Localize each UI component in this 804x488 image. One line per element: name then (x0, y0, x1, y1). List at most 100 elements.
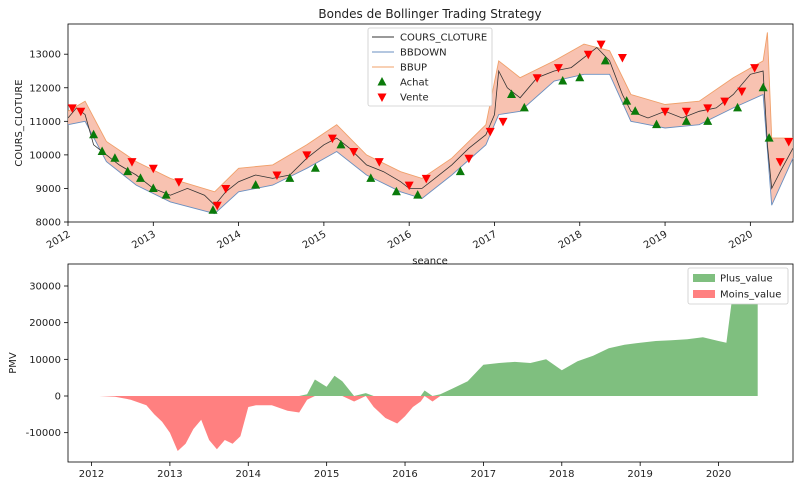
achat-marker (507, 89, 517, 98)
achat-marker (681, 116, 691, 125)
vente-marker (464, 154, 474, 164)
bollinger-band-fill (68, 32, 793, 214)
price-legend-box (367, 27, 493, 107)
vente-marker (374, 158, 384, 167)
achat-marker (97, 146, 107, 156)
plus-value-area (99, 282, 758, 396)
price-x-tick-label: 2012 (45, 229, 73, 251)
pmv-y-tick-label: 30000 (29, 282, 61, 293)
vente-marker (76, 107, 86, 117)
achat-marker (89, 129, 99, 139)
achat-marker (703, 116, 713, 125)
vente-marker (681, 107, 691, 117)
achat-marker (110, 153, 120, 162)
vente-marker (750, 64, 760, 73)
price-x-tick-label: 2020 (727, 229, 755, 251)
price-x-tick-label: 2015 (301, 229, 329, 251)
vente-marker (404, 181, 414, 191)
bbup-line (67, 32, 793, 193)
vente-marker (212, 201, 222, 211)
legend-achat-marker (377, 77, 387, 86)
pmv-x-tick-label: 2015 (314, 469, 339, 480)
legend-area-swatch (693, 274, 715, 282)
vente-marker (221, 184, 231, 194)
vente-marker (553, 64, 563, 73)
vente-marker (617, 54, 627, 63)
price-y-tick-label: 11000 (29, 117, 61, 128)
vente-marker (737, 87, 747, 97)
pmv-y-tick-label: 20000 (29, 318, 61, 329)
vente-marker (596, 40, 606, 50)
vente-marker (349, 148, 359, 157)
legend-area-swatch (693, 290, 715, 298)
pmv-x-tick-label: 2018 (549, 469, 574, 480)
price-x-tick-label: 2019 (642, 229, 670, 251)
vente-marker (127, 158, 137, 167)
price-legend: COURS_CLOTURE BBDOWN BBUP Achat Vente (367, 27, 493, 107)
pmv-x-tick-label: 2014 (236, 469, 261, 480)
pmv-y-tick-label: 0 (55, 392, 61, 403)
achat-marker (208, 205, 218, 214)
vente-marker (485, 127, 495, 137)
achat-marker (391, 186, 401, 196)
moins-value-area (99, 396, 758, 451)
price-y-tick-label: 12000 (29, 83, 61, 94)
chart-title: Bondes de Bollinger Trading Strategy (318, 7, 541, 21)
pmv-x-tick-label: 2013 (157, 469, 182, 480)
achat-marker (764, 133, 774, 142)
pmv-x-tick-label: 2020 (706, 469, 731, 480)
legend-entry-label: COURS_CLOTURE (400, 33, 487, 44)
achat-marker (622, 96, 632, 105)
legend-entry-label: Moins_value (720, 290, 781, 301)
achat-marker (285, 173, 295, 182)
price-chart: Bondes de Bollinger Trading Strategy 201… (14, 7, 794, 267)
vente-marker (775, 158, 785, 167)
vente-marker (703, 104, 713, 113)
vente-marker (302, 151, 312, 160)
achat-marker (251, 180, 261, 189)
pmv-y-axis-label: PMV (8, 352, 19, 374)
achat-marker (336, 139, 346, 149)
price-y-axis-label: COURS_CLOTURE (14, 79, 25, 166)
pmv-x-tick-label: 2016 (392, 469, 417, 480)
vente-marker (532, 74, 542, 83)
achat-marker (366, 173, 376, 182)
price-x-tick-label: 2013 (130, 229, 158, 251)
achat-marker (733, 102, 743, 112)
legend-entry-label: Plus_value (720, 274, 773, 285)
achat-marker (161, 190, 171, 199)
pmv-x-tick-label: 2017 (471, 469, 496, 480)
achat-marker (310, 163, 320, 172)
vente-marker (720, 97, 730, 107)
price-x-tick-label: 2018 (557, 229, 585, 251)
vente-marker (583, 50, 593, 60)
vente-marker (67, 104, 77, 113)
achat-marker (600, 55, 610, 65)
price-x-tick-label: 2016 (386, 229, 414, 251)
pmv-x-tick-label: 2012 (79, 469, 104, 480)
cours-cloture-line (67, 46, 794, 206)
achat-marker (558, 76, 568, 85)
vente-marker (660, 107, 670, 117)
legend-vente-marker (377, 93, 387, 102)
bbdown-line (67, 73, 794, 215)
price-y-tick-label: 9000 (36, 184, 61, 195)
price-x-tick-label: 2017 (471, 229, 499, 251)
achat-marker (455, 166, 465, 176)
legend-entry-label: Vente (400, 93, 429, 104)
price-y-tick-label: 10000 (29, 150, 61, 161)
achat-marker (630, 106, 640, 115)
vente-marker (784, 137, 794, 147)
legend-entry-label: BBUP (400, 63, 427, 74)
achat-marker (148, 183, 158, 192)
vente-marker (421, 174, 431, 184)
pmv-x-tick-label: 2019 (627, 469, 652, 480)
legend-entry-label: BBDOWN (400, 48, 447, 59)
vente-marker (272, 171, 282, 181)
pmv-legend: Plus_value Moins_value (687, 267, 789, 305)
pmv-y-tick-label: -10000 (26, 428, 61, 439)
achat-marker (123, 166, 133, 176)
vente-marker (148, 164, 158, 174)
achat-marker (575, 72, 585, 82)
